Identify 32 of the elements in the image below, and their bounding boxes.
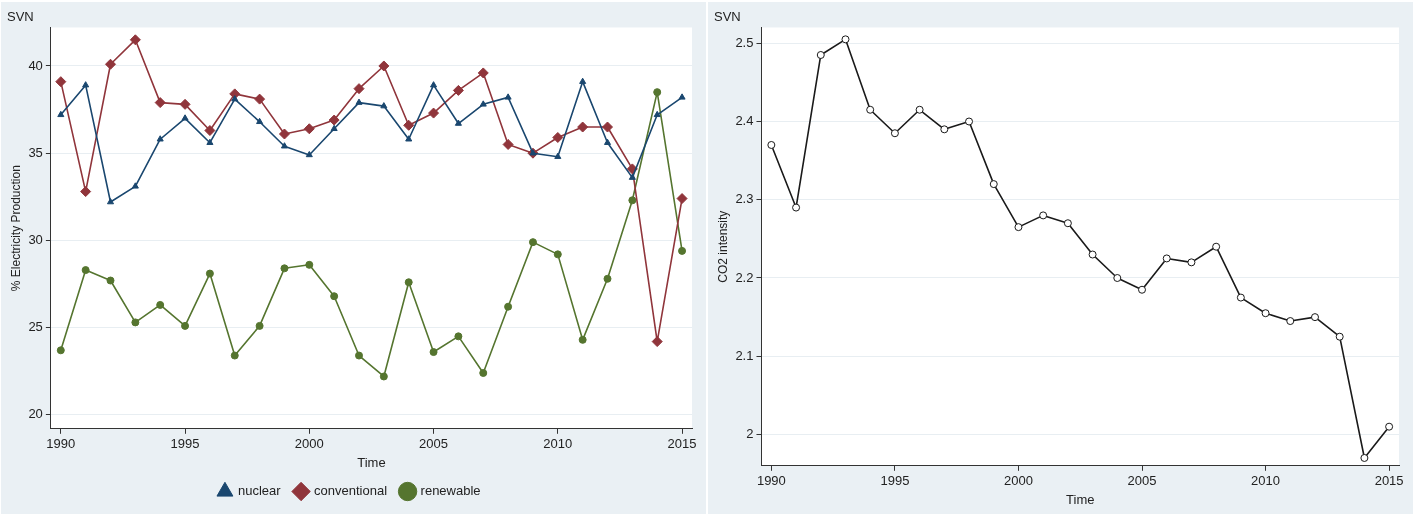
y-tick-label: 2.1 (735, 347, 754, 363)
x-tick-label: 2005 (1127, 473, 1157, 489)
x-tick-label: 2000 (294, 436, 324, 452)
legend-label: conventional (314, 483, 388, 499)
y-axis-title: % Electricity Production (8, 165, 23, 292)
legend-label: nuclear (237, 483, 282, 499)
y-tick-label: 2.5 (735, 34, 754, 50)
legend-label: renewable (420, 483, 481, 499)
y-tick-label: 2.2 (735, 269, 754, 285)
y-tick-label: 35 (28, 144, 43, 160)
x-tick-label: 1995 (880, 473, 910, 489)
x-axis-title: Time (357, 454, 386, 470)
chart-title: SVN (7, 9, 34, 25)
y-tick-label: 25 (28, 319, 43, 335)
chart-title: SVN (714, 9, 741, 25)
x-tick-label: 2010 (543, 436, 573, 452)
x-tick-label: 2005 (419, 436, 449, 452)
y-tick-label: 20 (28, 406, 43, 422)
x-tick-label: 2010 (1251, 473, 1281, 489)
x-tick-label: 2015 (1374, 473, 1404, 489)
x-tick-label: 1990 (756, 473, 786, 489)
y-tick-label: 40 (28, 57, 43, 73)
y-tick-label: 2 (746, 426, 754, 442)
y-tick-label: 2.4 (735, 113, 754, 129)
y-tick-label: 2.3 (735, 191, 754, 207)
x-axis-title: Time (1066, 491, 1095, 507)
x-tick-label: 2000 (1004, 473, 1033, 489)
y-axis-title: CO2 intensity (715, 210, 730, 283)
x-tick-label: 1995 (170, 436, 200, 452)
x-tick-label: 2015 (667, 436, 697, 452)
y-tick-label: 30 (28, 231, 43, 247)
x-tick-label: 1990 (46, 436, 76, 452)
